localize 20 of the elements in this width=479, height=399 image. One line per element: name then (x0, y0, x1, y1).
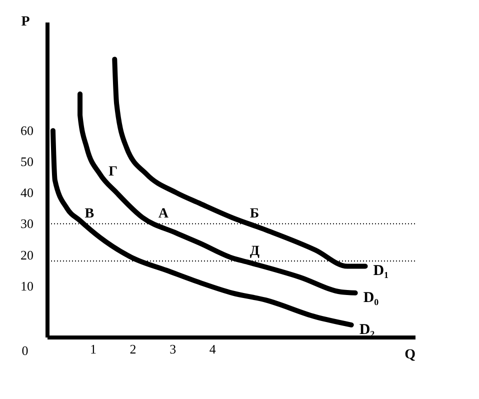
annotation: Б (250, 206, 260, 222)
y-tick-label: 60 (20, 123, 34, 138)
y-tick-label: 10 (20, 278, 34, 294)
series-label: D₀ (363, 290, 380, 306)
x-tick-label: 4 (209, 342, 216, 356)
annotation: Г (108, 164, 118, 180)
annotation: В (84, 206, 94, 222)
annotation: А (158, 206, 170, 222)
x-axis-title: Q (404, 348, 416, 362)
x-tick-label: 2 (130, 342, 136, 356)
x-tick-label: 3 (170, 342, 176, 356)
y-axis-title: P (21, 14, 30, 30)
text: 0 (22, 343, 28, 358)
y-tick-label: 50 (20, 154, 34, 170)
series-label: D₁ (373, 263, 389, 280)
annotation: Д (250, 244, 260, 259)
x-tick-label: 1 (90, 342, 96, 356)
y-tick-label: 30 (20, 216, 34, 232)
y-tick-label: 20 (20, 247, 34, 262)
y-tick-label: 40 (20, 185, 34, 200)
